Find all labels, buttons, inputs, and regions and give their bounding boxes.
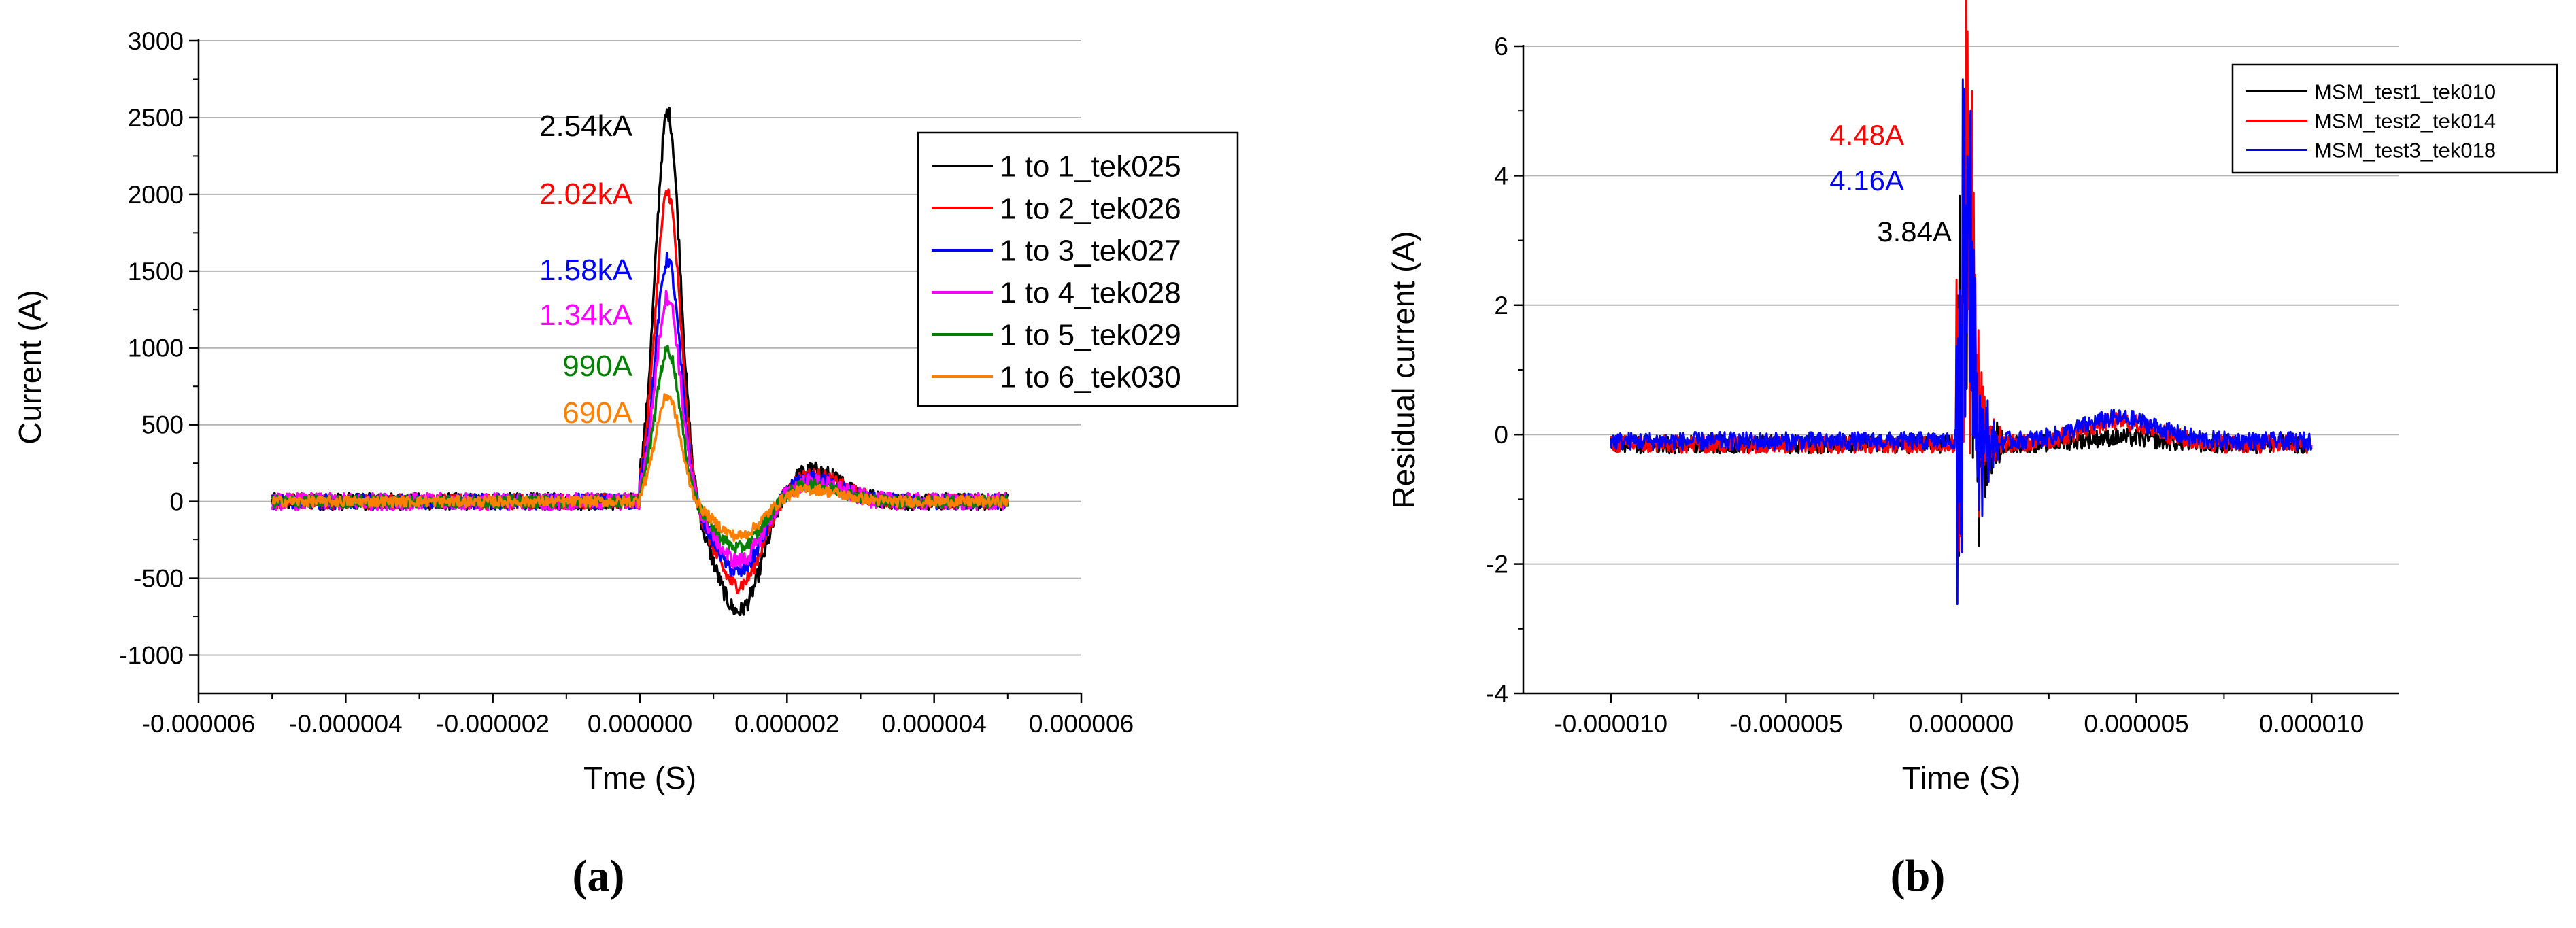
x-tick-label: 0.000004: [882, 710, 987, 738]
y-tick-label: 500: [141, 411, 184, 439]
data-label: 690A: [562, 396, 632, 430]
y-tick-label: -1000: [119, 641, 184, 669]
legend-box: [2231, 63, 2558, 174]
data-label: 3.84A: [1877, 216, 1952, 247]
series-line: [271, 290, 1009, 570]
data-label: 1.58kA: [539, 254, 633, 287]
legend: 1 to 1_tek025 1 to 2_tek026 1 to 3_tek027 1…: [917, 131, 1239, 407]
y-axis-label: Residual current (A): [1386, 230, 1421, 509]
y-tick-label: 0: [169, 488, 184, 516]
x-tick-label: 0.000000: [588, 710, 692, 738]
legend-entry: 1 to 1_tek025: [1000, 150, 1181, 183]
x-tick-label: -0.000004: [289, 710, 403, 738]
y-axis-label: Current (A): [12, 290, 48, 444]
chart-panel-a: -1000 -500 0 500 1000 1500 2000 2500 3000 -0.0000…: [12, 27, 1239, 901]
y-tick-label: -2: [1486, 551, 1508, 579]
y-tick-label: 2000: [128, 181, 184, 209]
x-tick-label: 0.000006: [1029, 710, 1134, 738]
legend-box: [917, 131, 1239, 407]
chart-panel-b: -4 -2 0 2 4 6 -0.000010 -0.000005 0.000000 0.0000…: [1386, 0, 2558, 901]
legend-entry: MSM_test2_tek014: [2314, 109, 2496, 133]
x-tick-label: 0.000010: [2259, 710, 2364, 738]
x-axis-label: Tme (S): [583, 760, 696, 795]
x-tick-label: 0.000002: [734, 710, 839, 738]
series-line: [271, 107, 1009, 617]
legend-entry: 1 to 6_tek030: [1000, 360, 1181, 394]
legend-entry: MSM_test1_tek010: [2314, 80, 2496, 103]
legend-entry: MSM_test3_tek018: [2314, 138, 2496, 162]
legend-entry: 1 to 2_tek026: [1000, 192, 1181, 225]
legend: MSM_test1_tek010 MSM_test2_tek014 MSM_test…: [2231, 63, 2558, 174]
data-label: 4.16A: [1829, 165, 1904, 196]
data-label: 2.02kA: [539, 177, 633, 211]
data-label: 990A: [562, 349, 632, 383]
x-tick-label: 0.000000: [1909, 710, 2014, 738]
panel-caption: (b): [1891, 851, 1946, 901]
series-line: [1610, 78, 2313, 605]
series-line: [271, 252, 1009, 577]
legend-entry: 1 to 3_tek027: [1000, 234, 1181, 267]
series-line: [271, 344, 1009, 553]
x-tick-label: -0.000005: [1729, 710, 1843, 738]
x-tick-label: -0.000010: [1554, 710, 1667, 738]
x-axis-label: Time (S): [1902, 760, 2021, 795]
y-tick-label: 4: [1494, 162, 1508, 190]
y-tick-label: 2500: [128, 104, 184, 132]
y-tick-label: -4: [1486, 680, 1508, 708]
data-label: 4.48A: [1829, 119, 1904, 151]
data-label: 2.54kA: [539, 109, 633, 143]
y-tick-label: 0: [1494, 421, 1508, 449]
y-tick-label: -500: [133, 565, 184, 593]
legend-entry: 1 to 4_tek028: [1000, 276, 1181, 309]
y-tick-label: 6: [1494, 33, 1508, 61]
series-line: [271, 393, 1009, 542]
legend-entry: 1 to 5_tek029: [1000, 318, 1181, 351]
x-tick-label: -0.000006: [142, 710, 256, 738]
series-line: [271, 188, 1009, 594]
x-tick-label: -0.000002: [436, 710, 549, 738]
y-tick-label: 1000: [128, 334, 184, 362]
y-tick-label: 3000: [128, 27, 184, 55]
x-tick-label: 0.000005: [2084, 710, 2188, 738]
y-tick-label: 1500: [128, 258, 184, 286]
panel-caption: (a): [573, 851, 625, 901]
data-label: 1.34kA: [539, 298, 633, 332]
y-tick-label: 2: [1494, 292, 1508, 320]
